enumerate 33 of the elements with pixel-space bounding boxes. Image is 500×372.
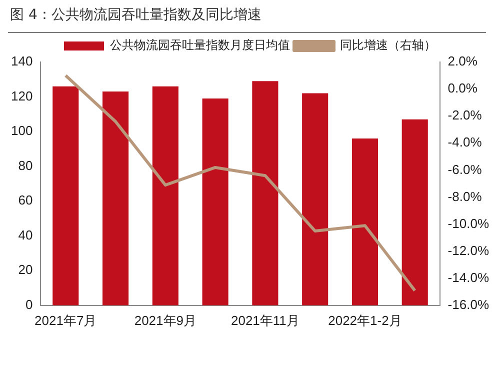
y2-tick-label: -14.0% [448,270,490,285]
y2-tick-label: -4.0% [448,134,482,150]
x-tick-label: 2021年11月 [230,312,300,328]
legend-label: 公共物流园吞吐量指数月度日均值 [110,38,290,52]
x-tick-label: 2022年1-2月 [328,312,402,328]
y-tick-label: 60 [18,192,33,208]
bar [102,92,129,306]
bar [352,138,378,306]
y-tick-label: 20 [18,262,33,278]
bar [152,86,178,306]
y2-tick-label: -2.0% [448,108,482,123]
x-tick-label: 2021年7月 [34,312,97,328]
y2-tick-label: -10.0% [448,216,490,231]
y2-tick-label: -6.0% [448,162,482,177]
bar [302,93,328,306]
y-tick-label: 120 [10,88,33,104]
y2-tick-label: -12.0% [448,242,490,258]
y-tick-label: 140 [10,54,33,69]
x-tick-label: 2021年9月 [134,312,196,328]
y-tick-label: 100 [10,123,33,138]
chart-title: 图 4：公共物流园吞吐量指数及同比增速 [10,6,262,24]
y2-tick-label: 0.0% [448,80,478,96]
legend-label: 同比增速（右轴） [340,38,436,52]
y2-tick-label: -8.0% [448,188,482,204]
y2-tick-label: -16.0% [448,296,490,312]
bar [402,119,428,306]
y-tick-label: 80 [18,158,33,173]
bar [52,86,79,306]
y-tick-label: 0 [25,296,33,312]
y2-tick-label: 2.0% [448,54,478,69]
y-tick-label: 40 [18,227,33,242]
bar [252,81,278,306]
bar [202,98,228,306]
